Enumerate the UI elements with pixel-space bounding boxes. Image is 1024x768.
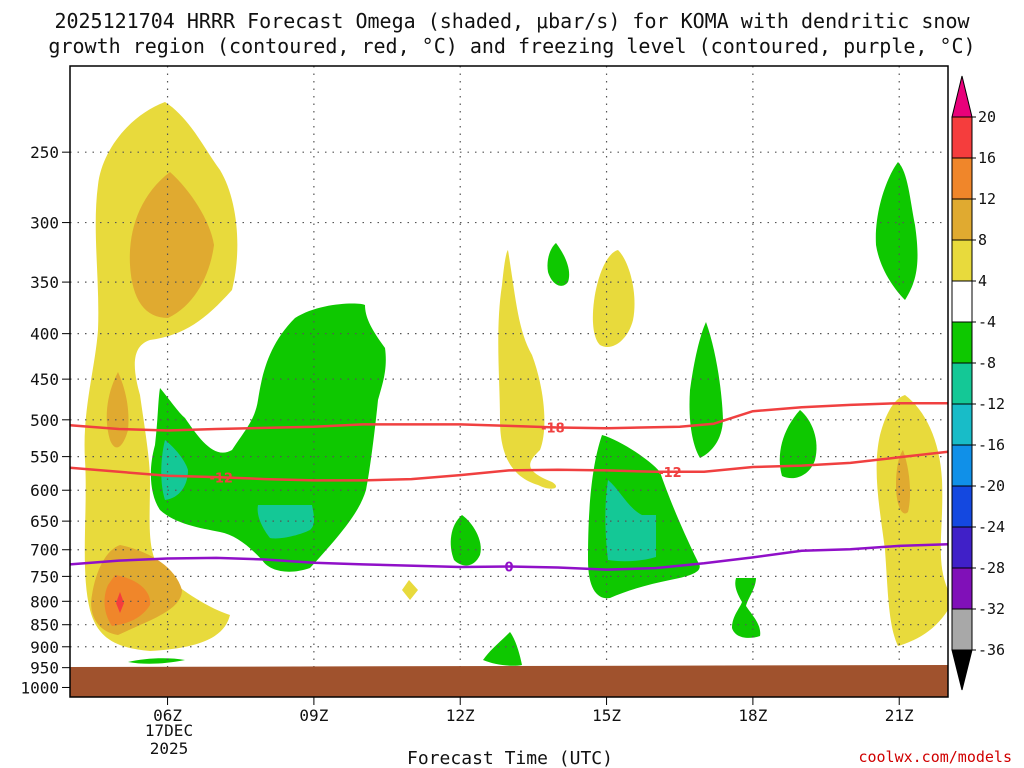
subsidence-core-left xyxy=(161,440,188,500)
y-tick-label-400: 400 xyxy=(30,325,59,344)
plot-frame xyxy=(69,65,949,698)
subsidence-core-center xyxy=(257,505,314,539)
y-tick-label-450: 450 xyxy=(30,370,59,389)
contour-freezing-line xyxy=(69,542,949,571)
x-date-line2: 2025 xyxy=(150,739,189,758)
omega-core-right xyxy=(896,450,911,514)
omega-max-lower-left xyxy=(116,592,124,613)
colorbar-bin-3 xyxy=(951,239,973,282)
colorbar-tick-label-6: -8 xyxy=(978,354,996,372)
y-tick-label-350: 350 xyxy=(30,273,59,292)
colorbar: 20 16 12 8 4 -4 -8 -12 -16 -20 -24 -28 -32 -36 xyxy=(951,75,1005,691)
colorbar-tick-label-8: -16 xyxy=(978,436,1005,454)
x-tick-label-06Z: 06Z xyxy=(153,706,182,725)
subsidence-region-small-3 xyxy=(450,515,481,566)
subsidence-region-small-5 xyxy=(483,632,522,666)
omega-core-upper-left xyxy=(129,172,214,318)
y-tick-label-500: 500 xyxy=(30,411,59,430)
below-ground-fill xyxy=(70,665,948,697)
y-tick-label-600: 600 xyxy=(30,481,59,500)
subsidence-region-center xyxy=(150,303,386,572)
omega-region-small-dot xyxy=(402,580,418,600)
colorbar-tick-label-3: 8 xyxy=(978,231,987,249)
colorbar-bottom-arrow xyxy=(951,649,973,691)
colorbar-bin-6 xyxy=(951,362,973,405)
colorbar-bin-5 xyxy=(951,321,973,364)
chart-gridlines xyxy=(70,66,948,697)
subsidence-region-spike xyxy=(689,322,723,458)
y-tick-label-700: 700 xyxy=(30,541,59,560)
colorbar-tick-label-5: -4 xyxy=(978,313,996,331)
x-axis-label: Forecast Time (UTC) xyxy=(407,748,613,768)
y-tick-label-750: 750 xyxy=(30,567,59,586)
contour-minus12-label-1: -12 xyxy=(658,466,682,481)
y-tick-label-1000: 1000 xyxy=(20,678,59,697)
colorbar-bin-12 xyxy=(951,608,973,651)
subsidence-region-small-1 xyxy=(547,243,570,286)
colorbar-tick-label-7: -12 xyxy=(978,395,1005,413)
colorbar-bin-10 xyxy=(951,526,973,569)
temperature-contours: -18 -12 -12 0 xyxy=(69,401,949,575)
omega-region-tall-spire xyxy=(498,250,557,489)
colorbar-bin-7 xyxy=(951,403,973,446)
y-tick-label-850: 850 xyxy=(30,616,59,635)
colorbar-tick-label-9: -20 xyxy=(978,477,1005,495)
credit-text: coolwx.com/models xyxy=(858,748,1012,766)
omega-shading xyxy=(84,102,948,666)
chart-title-line2: growth region (contoured, red, °C) and f… xyxy=(48,34,975,58)
omega-region-mid-blob xyxy=(592,250,635,348)
colorbar-bin-4 xyxy=(951,280,973,323)
colorbar-bin-2 xyxy=(951,198,973,241)
colorbar-bin-0 xyxy=(951,116,973,159)
subsidence-region-sliver xyxy=(128,658,185,664)
contour-minus12-line xyxy=(69,450,949,482)
omega-region-right-column xyxy=(876,395,948,646)
x-tick-label-18Z: 18Z xyxy=(738,706,767,725)
contour-freezing-label-0: 0 xyxy=(504,560,513,575)
x-tick-label-09Z: 09Z xyxy=(299,706,328,725)
contour-minus12-label-0: -12 xyxy=(209,471,233,486)
y-tick-label-950: 950 xyxy=(30,659,59,678)
contour-minus18-label-0: -18 xyxy=(541,421,565,436)
y-tick-label-550: 550 xyxy=(30,448,59,467)
colorbar-bin-8 xyxy=(951,444,973,487)
colorbar-tick-label-12: -32 xyxy=(978,600,1005,618)
colorbar-bin-1 xyxy=(951,157,973,200)
colorbar-tick-label-10: -24 xyxy=(978,518,1005,536)
y-tick-label-250: 250 xyxy=(30,143,59,162)
colorbar-top-arrow xyxy=(951,75,973,118)
y-tick-label-650: 650 xyxy=(30,512,59,531)
colorbar-bin-9 xyxy=(951,485,973,528)
y-tick-label-800: 800 xyxy=(30,592,59,611)
subsidence-region-small-2 xyxy=(779,410,817,479)
x-date-line1: 17DEC xyxy=(145,721,193,740)
y-tick-label-900: 900 xyxy=(30,638,59,657)
colorbar-tick-label-1: 16 xyxy=(978,149,996,167)
subsidence-region-right-upper xyxy=(875,162,918,300)
subsidence-core-mid xyxy=(605,480,656,562)
subsidence-region-small-4 xyxy=(732,578,761,638)
chart-title-line1: 2025121704 HRRR Forecast Omega (shaded, … xyxy=(54,9,970,33)
colorbar-tick-label-11: -28 xyxy=(978,559,1005,577)
colorbar-bin-11 xyxy=(951,567,973,610)
colorbar-tick-label-13: -36 xyxy=(978,641,1005,659)
contour-minus18-line xyxy=(69,401,948,432)
x-tick-label-15Z: 15Z xyxy=(592,706,621,725)
x-tick-label-21Z: 21Z xyxy=(885,706,914,725)
x-tick-label-12Z: 12Z xyxy=(446,706,475,725)
colorbar-tick-label-0: 20 xyxy=(978,108,996,126)
y-tick-label-300: 300 xyxy=(30,214,59,233)
time-axis: 06Z 09Z 12Z 15Z 18Z 21Z xyxy=(153,697,914,725)
pressure-axis: 250 300 350 400 450 500 550 600 650 700 750 800 850 9… xyxy=(20,143,70,697)
colorbar-tick-label-4: 4 xyxy=(978,272,987,290)
colorbar-tick-label-2: 12 xyxy=(978,190,996,208)
omega-peak-lower-left xyxy=(104,575,151,626)
